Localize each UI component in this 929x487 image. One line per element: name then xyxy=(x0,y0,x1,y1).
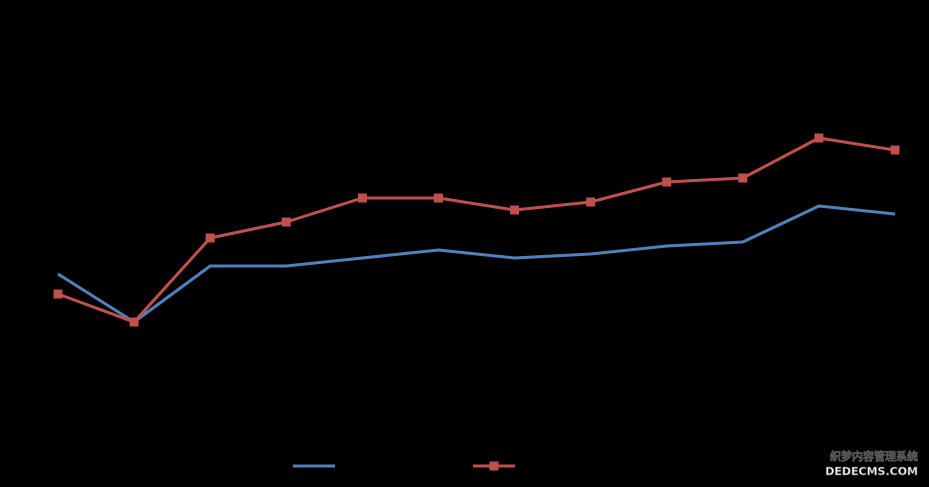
marker xyxy=(738,173,748,183)
marker xyxy=(586,197,596,207)
marker xyxy=(890,145,900,155)
watermark: DEDECMS.COM xyxy=(825,465,918,478)
watermark: 织梦内容管理系统 xyxy=(830,449,918,463)
line-series xyxy=(57,204,896,324)
marker xyxy=(281,217,291,227)
marker xyxy=(53,289,63,299)
marker xyxy=(357,193,367,203)
marker xyxy=(205,233,215,243)
line-series xyxy=(57,136,896,324)
marker xyxy=(433,193,443,203)
legend-marker xyxy=(489,461,499,471)
marker xyxy=(510,205,520,215)
marker xyxy=(662,177,672,187)
marker xyxy=(814,133,824,143)
marker xyxy=(129,317,139,327)
